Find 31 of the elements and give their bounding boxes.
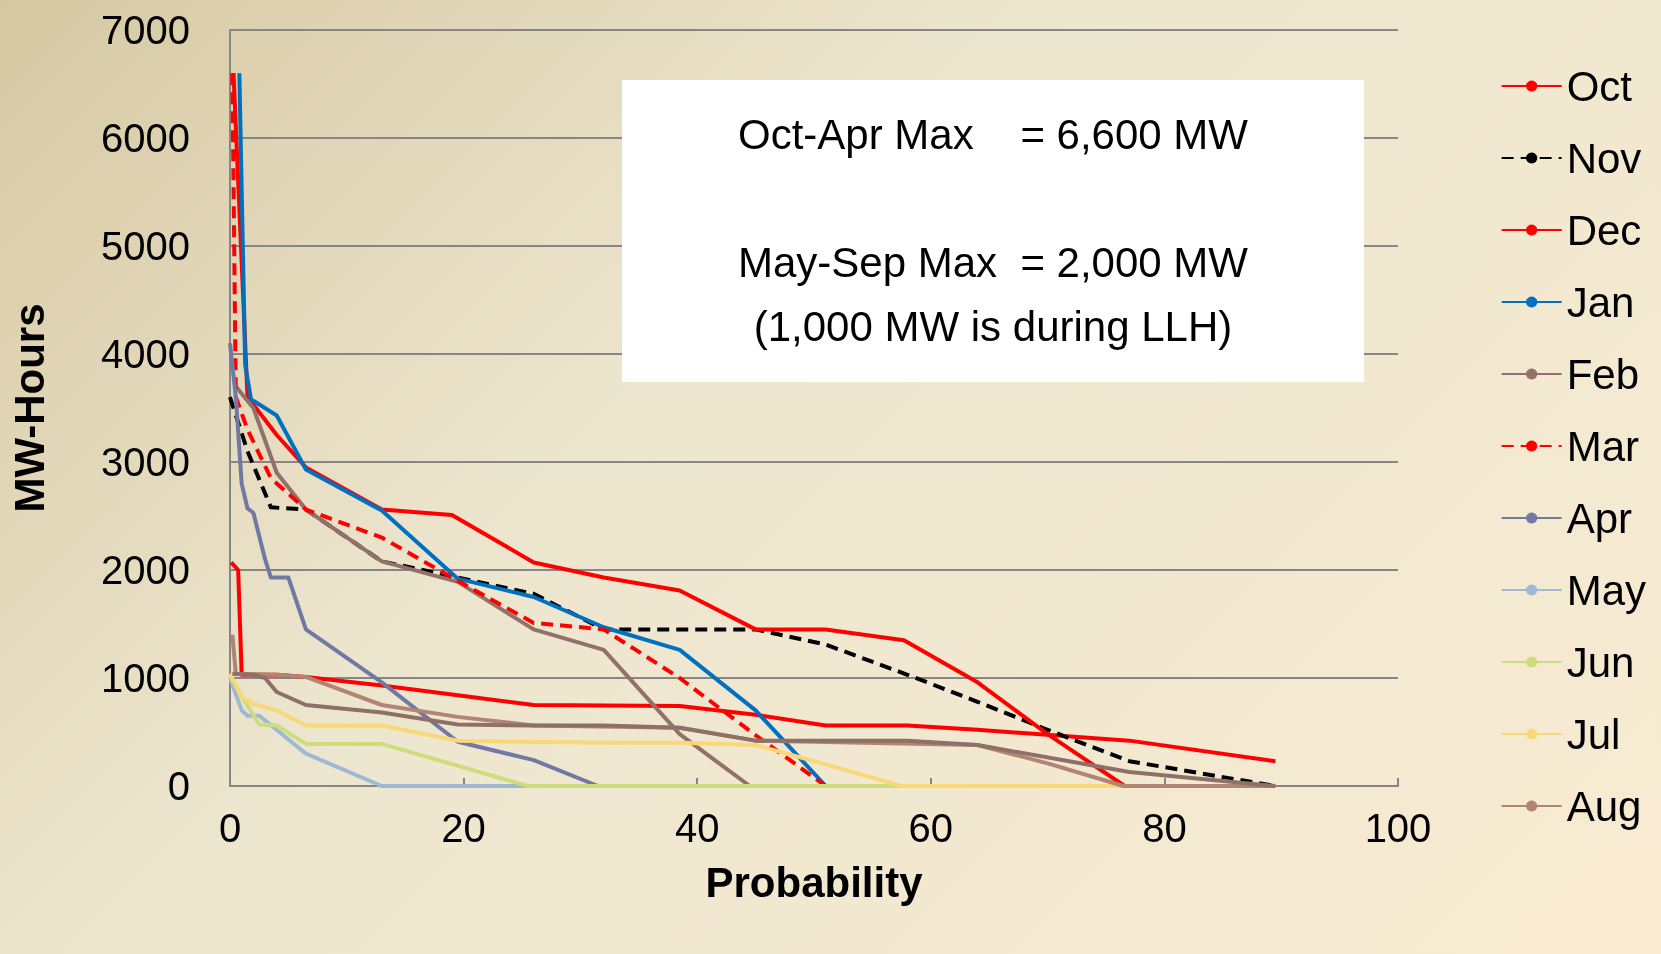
annotation: May-Sep Max = 2,000 MW <box>737 238 1249 288</box>
legend-label: Apr <box>1566 494 1633 542</box>
legend-label: Feb <box>1566 350 1640 398</box>
legend-label: Oct <box>1566 62 1633 110</box>
y-tick-label: 3000 <box>101 440 190 484</box>
legend-label: May <box>1566 566 1647 614</box>
x-tick-label: 100 <box>1364 806 1432 850</box>
y-axis-title: MW-Hours <box>5 303 53 513</box>
annotation: Oct-Apr Max = 6,600 MW <box>737 110 1249 160</box>
y-tick-label: 6000 <box>101 116 190 160</box>
x-tick-label: 60 <box>908 806 954 850</box>
y-tick-label: 7000 <box>101 8 190 52</box>
y-tick-label: 4000 <box>101 332 190 376</box>
annotation: (1,000 MW is during LLH) <box>752 302 1234 352</box>
legend-label: Dec <box>1566 206 1642 254</box>
legend-label: Nov <box>1566 134 1642 182</box>
y-tick-label: 0 <box>167 764 190 808</box>
y-tick-label: 2000 <box>101 548 190 592</box>
x-tick-label: 0 <box>218 806 242 850</box>
x-tick-label: 20 <box>441 806 486 850</box>
x-tick-label: 80 <box>1142 806 1187 850</box>
legend-label: Jan <box>1566 278 1635 326</box>
legend-label: Jun <box>1566 638 1635 686</box>
legend-label: Jul <box>1566 710 1621 758</box>
legend-label: Mar <box>1566 422 1639 470</box>
legend-label: Aug <box>1566 782 1642 830</box>
x-tick-label: 40 <box>674 806 720 850</box>
y-tick-label: 5000 <box>101 224 190 268</box>
x-axis-title: Probability <box>705 858 924 906</box>
text-box: Oct-Apr Max = 6,600 MW May-Sep Max = 2,000 MW (1,000 MW is during LLH) <box>622 80 1364 382</box>
y-tick-label: 1000 <box>101 656 190 700</box>
